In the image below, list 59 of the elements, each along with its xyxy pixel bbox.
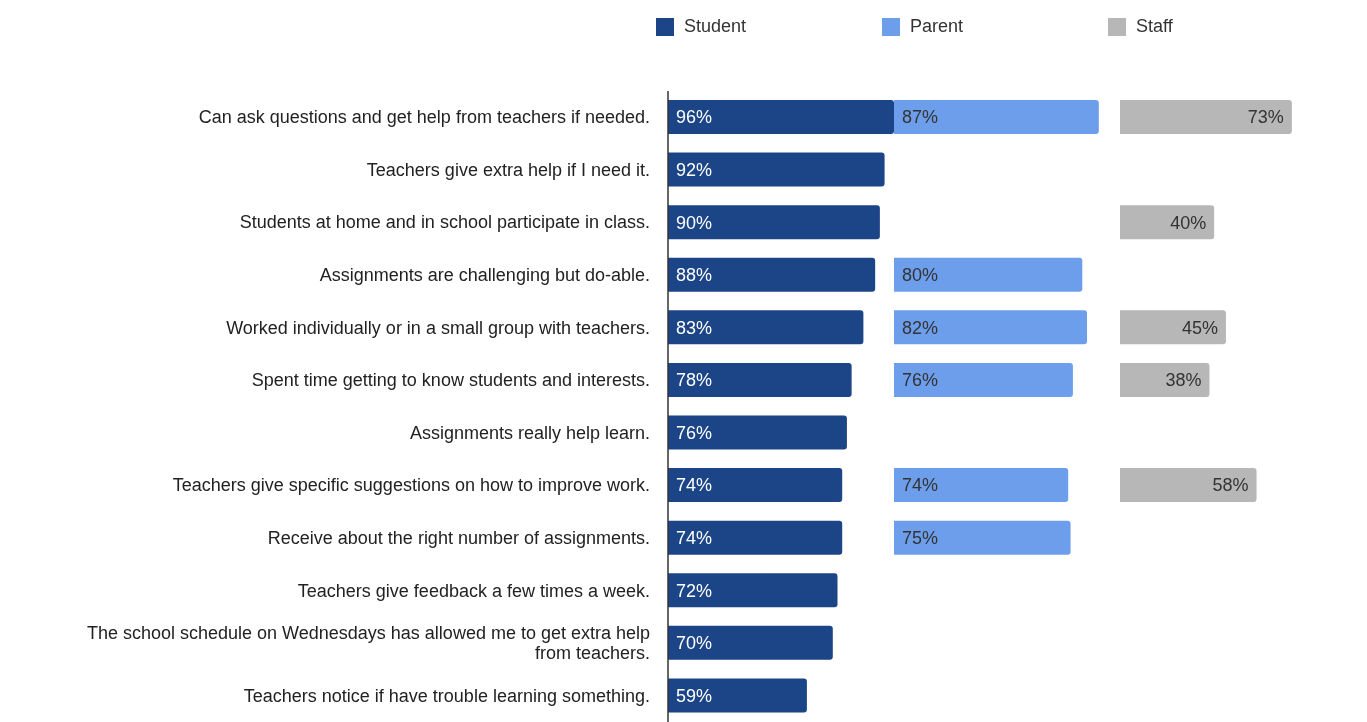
data-label: 74% [676,475,713,496]
bar [668,362,852,397]
data-label: 70% [676,633,713,654]
data-label: 76% [676,422,713,443]
data-label: 76% [902,370,939,391]
bar [668,573,838,608]
y-tick-label: Teachers give extra help if I need it. [366,159,650,180]
data-label: 73% [1247,107,1284,128]
data-label: 58% [1212,475,1249,496]
y-tick-label: The school schedule on Wednesdays has allowed me to get extra help from teachers. [86,623,650,664]
bar [894,468,1069,503]
bar [668,468,843,503]
bar [668,520,843,555]
bar [668,152,885,187]
bar [1120,362,1210,397]
bar [668,678,807,713]
data-label: 75% [902,528,939,549]
bar [1120,100,1292,134]
y-tick-label: Teachers notice if have trouble learning something. [243,685,650,706]
y-tick-label: Spent time getting to know students and interests. [251,370,650,391]
data-label: 72% [676,580,713,601]
bar [894,257,1083,292]
bar [668,415,847,450]
bar [668,257,876,292]
data-label: 74% [676,528,713,549]
bar [894,520,1071,555]
bar [894,362,1073,397]
y-tick-label: Teachers give specific suggestions on how to improve work. [172,475,650,496]
data-label: 83% [676,317,713,338]
bar [668,310,864,345]
y-tick-label: Receive about the right number of assignments. [267,527,650,548]
data-label: 80% [902,265,939,286]
data-label: 74% [902,475,939,496]
data-label: 87% [902,107,939,128]
bar [1120,310,1226,345]
y-tick-label: Worked individually or in a small group with teachers. [226,317,650,338]
y-tick-label: Can ask questions and get help from teachers if needed. [198,107,650,128]
data-label: 78% [676,370,713,391]
bar [1120,468,1257,503]
data-label: 82% [902,317,939,338]
legend-label: Staff [1136,16,1173,36]
data-label: 92% [676,159,713,180]
bar [668,205,880,240]
y-tick-label: Teachers give feedback a few times a week. [297,580,650,601]
data-label: 90% [676,212,713,233]
data-label: 96% [676,107,713,128]
y-tick-label: Students at home and in school participate in class. [239,212,650,233]
data-label: 40% [1170,212,1207,233]
legend-label: Parent [910,16,964,36]
y-tick-label: Assignments are challenging but do-able. [319,265,650,286]
bar [668,625,833,660]
y-tick-label: Assignments really help learn. [409,422,650,443]
data-label: 45% [1181,317,1218,338]
data-label: 59% [676,685,713,706]
data-label: 88% [676,265,713,286]
bar [894,310,1088,345]
data-label: 38% [1165,370,1202,391]
legend-label: Student [684,16,747,36]
bar [1120,205,1215,240]
